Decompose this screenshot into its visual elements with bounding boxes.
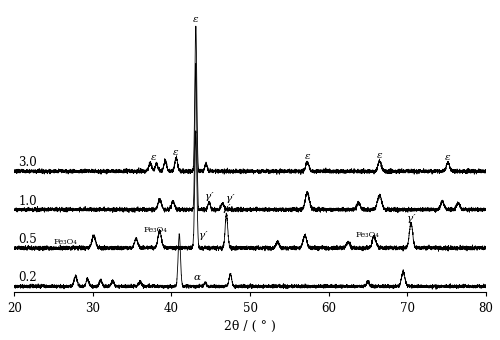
Text: Fe₃O₄: Fe₃O₄ bbox=[54, 238, 78, 246]
Text: 3.0: 3.0 bbox=[18, 156, 37, 169]
Text: ε: ε bbox=[150, 153, 156, 162]
Text: Fe₃O₄: Fe₃O₄ bbox=[356, 231, 380, 239]
Text: ε: ε bbox=[304, 152, 310, 161]
Text: ε: ε bbox=[445, 153, 450, 162]
Text: Fe₃O₄: Fe₃O₄ bbox=[144, 226, 168, 234]
Text: γ′: γ′ bbox=[406, 214, 416, 223]
Text: ε: ε bbox=[193, 15, 198, 24]
Text: γ′: γ′ bbox=[199, 231, 207, 239]
Text: α: α bbox=[194, 273, 201, 282]
Text: ε: ε bbox=[174, 148, 179, 157]
Text: 0.2: 0.2 bbox=[18, 271, 37, 285]
Text: γ′: γ′ bbox=[222, 204, 231, 214]
Text: 0.5: 0.5 bbox=[18, 233, 37, 246]
X-axis label: 2θ / ( ° ): 2θ / ( ° ) bbox=[224, 320, 276, 333]
Text: γ′: γ′ bbox=[205, 192, 214, 201]
Text: ε: ε bbox=[377, 151, 382, 160]
Text: γ′: γ′ bbox=[226, 194, 234, 203]
Text: 1.0: 1.0 bbox=[18, 195, 37, 208]
